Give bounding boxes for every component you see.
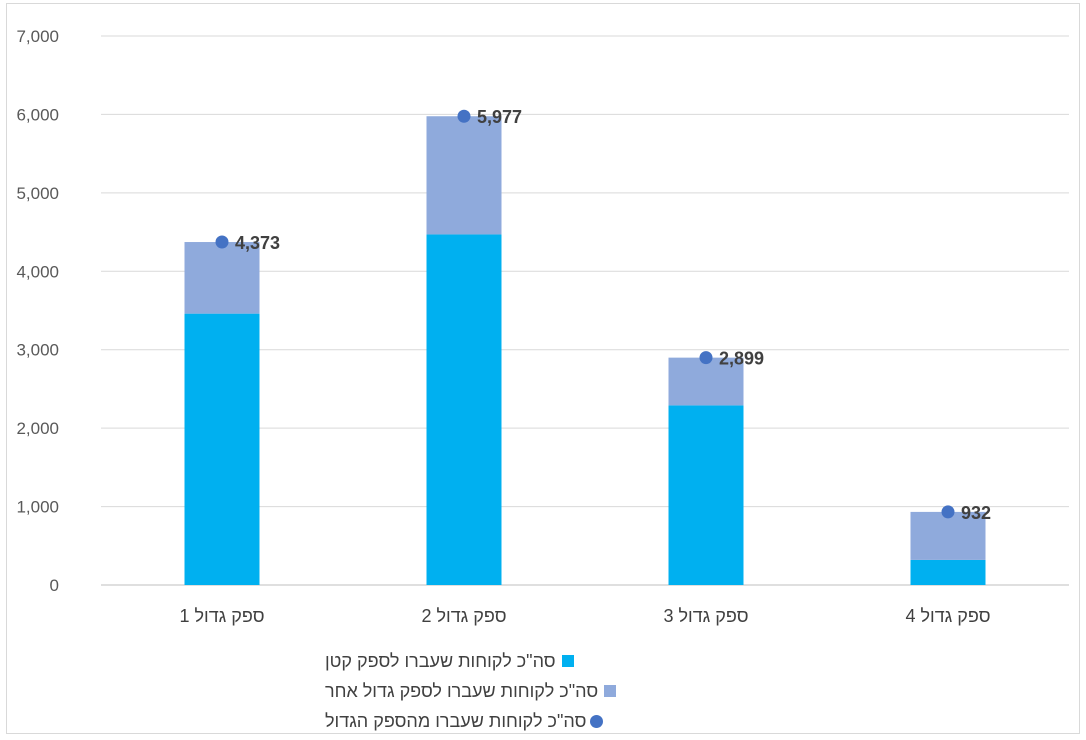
bar-segment-other-large-supplier: [910, 511, 986, 560]
x-axis-categories: ספק גדול 1 ספק גדול 2 ספק גדול 3 ספק גדול 4: [179, 606, 990, 626]
total-marker: [699, 351, 713, 365]
legend: סה"כ לקוחות שעברו לספק קטן סה"כ לקוחות ש…: [325, 646, 705, 736]
chart-plot: 0 1,000 2,000 3,000 4,000 5,000 6,000 7,000 4,3…: [16, 27, 1069, 626]
legend-swatch-small-supplier: [561, 655, 574, 667]
bar-segment-other-large-supplier: [426, 116, 502, 235]
category-label: ספק גדול 2: [421, 606, 506, 626]
y-axis-ticks: 0 1,000 2,000 3,000 4,000 5,000 6,000 7,000: [16, 27, 59, 595]
y-tick-label: 6,000: [16, 105, 59, 124]
bar-segment-small-supplier: [426, 234, 502, 585]
total-marker: [215, 235, 229, 249]
y-tick-label: 3,000: [16, 341, 59, 360]
legend-item-total-churn: סה"כ לקוחות שעברו מהספק הגדול: [325, 706, 705, 736]
category-label: ספק גדול 3: [663, 606, 748, 626]
data-label: 5,977: [477, 107, 522, 127]
bar-segment-small-supplier: [184, 313, 260, 585]
legend-marker-total-churn: [590, 714, 604, 728]
bars: [184, 116, 986, 585]
bar-segment-small-supplier: [668, 405, 744, 585]
markers: [215, 109, 955, 519]
y-tick-label: 4,000: [16, 262, 59, 281]
data-label: 2,899: [719, 349, 764, 369]
y-tick-label: 2,000: [16, 419, 59, 438]
total-marker: [457, 109, 471, 123]
legend-item-other-large-supplier: סה"כ לקוחות שעברו לספק גדול אחר: [325, 676, 705, 706]
y-tick-label: 1,000: [16, 498, 59, 517]
data-labels: 4,373 5,977 2,899 932: [235, 107, 991, 523]
category-label: ספק גדול 4: [905, 606, 990, 626]
legend-item-small-supplier: סה"כ לקוחות שעברו לספק קטן: [325, 646, 705, 676]
y-tick-label: 7,000: [16, 27, 59, 46]
legend-label-other-large-supplier: סה"כ לקוחות שעברו לספק גדול אחר: [325, 680, 599, 701]
legend-label-total-churn: סה"כ לקוחות שעברו מהספק הגדול: [325, 710, 587, 731]
legend-swatch-other-large-supplier: [604, 685, 617, 697]
bar-segment-other-large-supplier: [184, 242, 260, 314]
gridlines: [101, 35, 1069, 586]
y-tick-label: 0: [50, 576, 59, 595]
data-label: 4,373: [235, 233, 280, 253]
chart-area: 0 1,000 2,000 3,000 4,000 5,000 6,000 7,000 4,3…: [6, 3, 1080, 734]
total-marker: [941, 505, 955, 519]
legend-label-small-supplier: סה"כ לקוחות שעברו לספק קטן: [325, 650, 556, 671]
category-label: ספק גדול 1: [179, 606, 264, 626]
data-label: 932: [961, 503, 991, 523]
y-tick-label: 5,000: [16, 184, 59, 203]
bar-segment-other-large-supplier: [668, 357, 744, 406]
bar-segment-small-supplier: [910, 559, 986, 585]
